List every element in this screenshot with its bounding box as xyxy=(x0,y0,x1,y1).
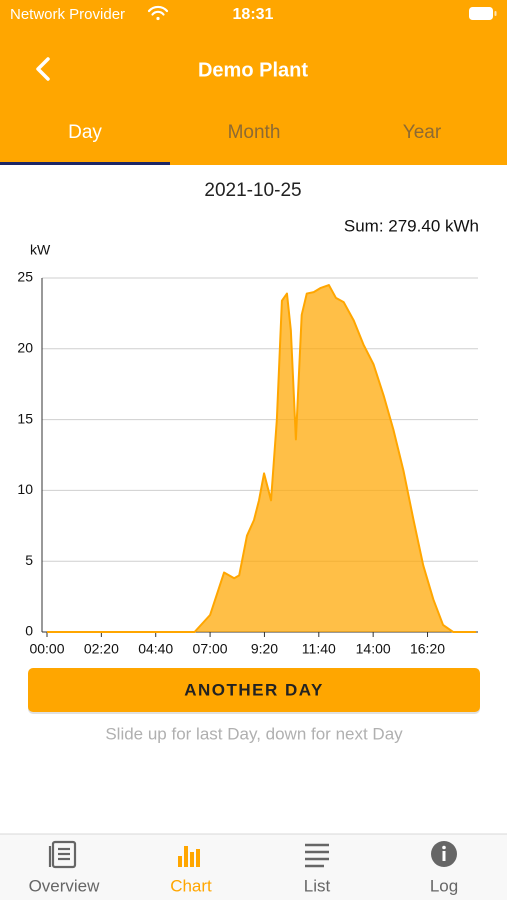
y-tick-label: 10 xyxy=(17,481,33,497)
nav-list[interactable]: List xyxy=(304,876,331,895)
x-tick-label: 07:00 xyxy=(193,641,228,657)
y-tick-label: 5 xyxy=(25,552,33,568)
wifi-icon xyxy=(147,5,169,21)
chart: 0 5 10 15 20 25 00:00 02:20 04:40 07:00 9:20 11:40 1… xyxy=(17,269,478,657)
x-tick-label: 00:00 xyxy=(29,641,64,657)
x-tick-label: 04:40 xyxy=(138,641,173,657)
date: 2021-10-25 xyxy=(204,180,301,201)
x-tick-label: 16:20 xyxy=(410,641,445,657)
chart-icon[interactable] xyxy=(178,846,200,867)
tab-day[interactable]: Day xyxy=(68,122,102,143)
x-tick-label: 11:40 xyxy=(302,641,336,657)
area-fill xyxy=(47,285,477,632)
hint: Slide up for last Day, down for next Day xyxy=(105,724,403,743)
y-tick-label: 25 xyxy=(17,269,33,285)
tab-bar xyxy=(0,834,507,900)
header-bg xyxy=(0,0,507,165)
x-tick-label: 9:20 xyxy=(251,641,278,657)
nav-log[interactable]: Log xyxy=(430,876,458,895)
battery-icon xyxy=(469,7,497,20)
y-axis-label: kW xyxy=(30,242,51,258)
y-tick-label: 20 xyxy=(17,340,33,356)
tab-month[interactable]: Month xyxy=(228,122,281,143)
x-tick-label: 02:20 xyxy=(84,641,119,657)
back-button[interactable] xyxy=(36,57,50,81)
overview-icon[interactable] xyxy=(48,840,77,869)
x-tick-label: 14:00 xyxy=(356,641,391,657)
tab-indicator xyxy=(0,162,170,165)
carrier: Network Provider xyxy=(10,6,125,23)
log-icon[interactable] xyxy=(431,841,457,867)
area-line xyxy=(47,284,477,633)
y-tick-label: 0 xyxy=(25,623,33,639)
screen-title: Demo Plant xyxy=(198,59,308,81)
nav-chart[interactable]: Chart xyxy=(170,876,212,895)
list-icon[interactable] xyxy=(305,843,329,868)
clock: 18:31 xyxy=(233,6,274,23)
button-label: ANOTHER DAY xyxy=(184,680,324,699)
tab-year[interactable]: Year xyxy=(403,122,442,143)
y-tick-label: 15 xyxy=(17,410,33,426)
nav-overview[interactable]: Overview xyxy=(29,876,101,895)
another-day-button[interactable] xyxy=(28,668,480,712)
sum: Sum: 279.40 kWh xyxy=(344,216,479,235)
